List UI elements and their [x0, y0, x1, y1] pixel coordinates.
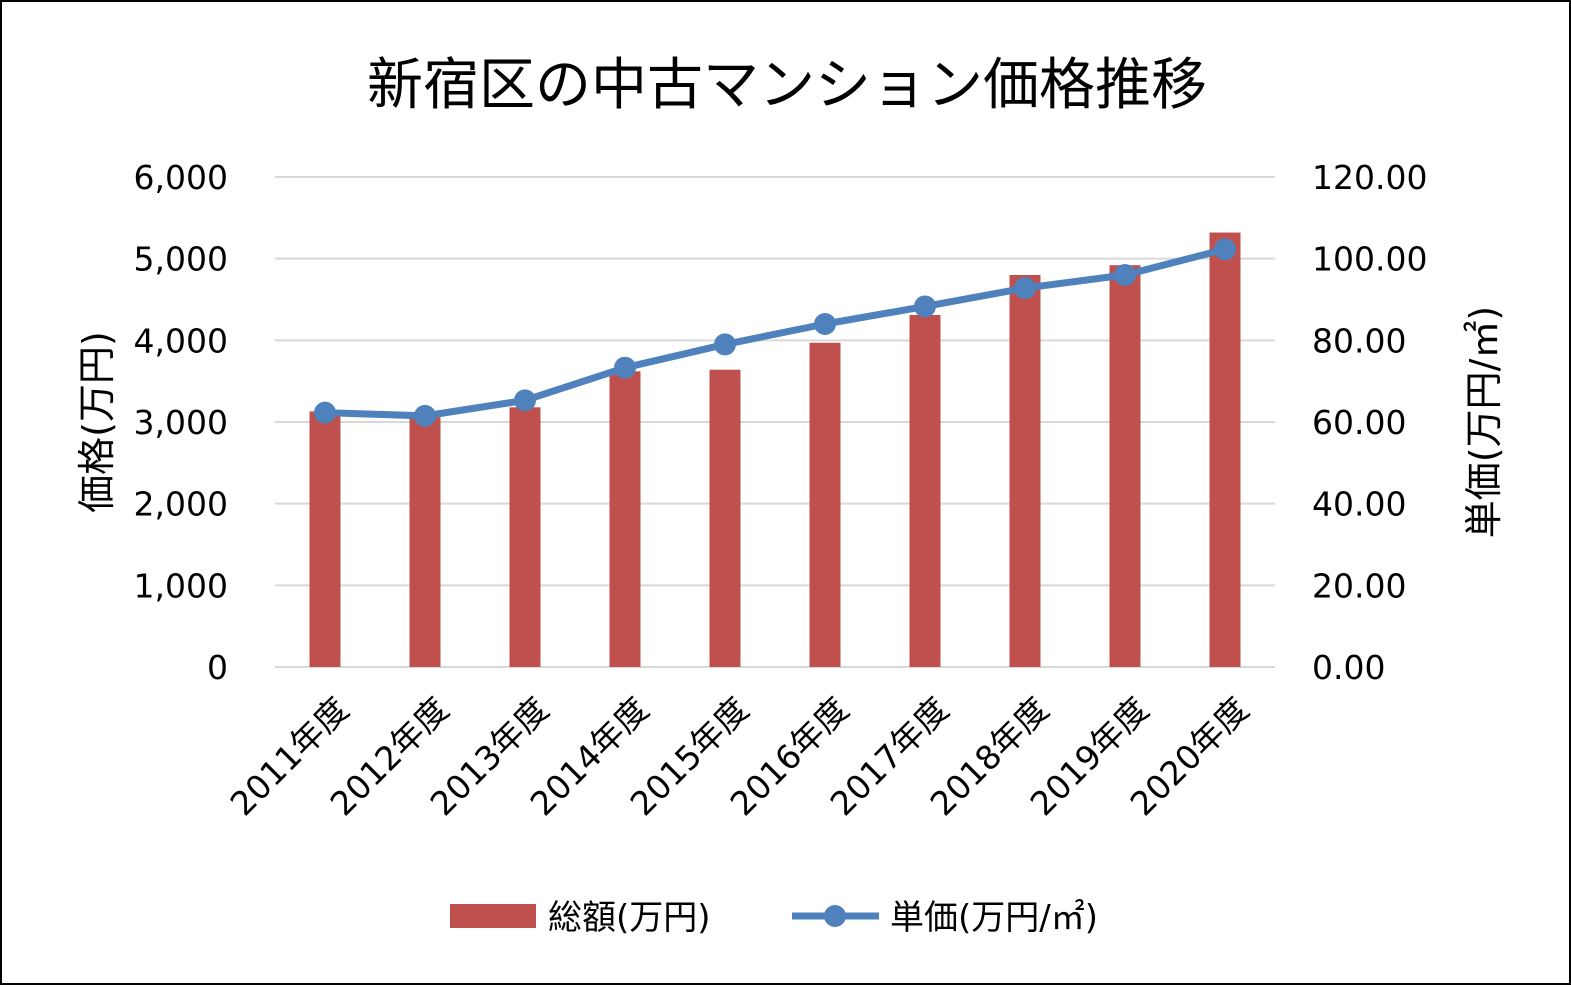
left-tick-label: 3,000 — [134, 403, 228, 442]
unit-price-point-2018年度 — [1014, 277, 1036, 300]
right-tick-label: 100.00 — [1312, 240, 1427, 279]
unit-price-point-2016年度 — [814, 313, 836, 335]
bar-2012年度 — [409, 417, 441, 667]
chart-title: 新宿区の中古マンション価格推移 — [367, 53, 1207, 118]
unit-price-point-2011年度 — [314, 401, 336, 424]
unit-price-line — [321, 245, 1229, 420]
bar-2020年度 — [1209, 232, 1241, 668]
unit-price-point-2012年度 — [414, 404, 436, 427]
left-tick-label: 1,000 — [134, 566, 228, 605]
right-tick-label: 20.00 — [1312, 566, 1406, 605]
unit-price-point-2019年度 — [1114, 264, 1136, 286]
left-tick-label: 5,000 — [134, 240, 228, 279]
unit-price-point-2013年度 — [514, 389, 536, 412]
bar-2017年度 — [909, 315, 941, 667]
left-axis-ticks: 0 1,000 2,000 3,000 4,000 5,000 6,000 — [134, 158, 228, 687]
legend-line-label: 単価(万円/㎡) — [890, 898, 1098, 938]
left-axis-title: 価格(万円) — [75, 331, 119, 513]
legend: 総額(万円) 単価(万円/㎡) — [450, 898, 1098, 938]
unit-price-point-2020年度 — [1214, 238, 1236, 261]
bar-2019年度 — [1109, 265, 1141, 667]
right-tick-label: 80.00 — [1312, 321, 1406, 360]
right-axis-ticks: 0.00 20.00 40.00 60.00 80.00 100.00 120.00 — [1312, 158, 1427, 687]
right-tick-label: 60.00 — [1312, 403, 1406, 442]
legend-bar-label: 総額(万円) — [548, 898, 711, 938]
unit-price-point-2014年度 — [614, 356, 636, 379]
bar-2011年度 — [309, 411, 341, 667]
bar-2014年度 — [609, 371, 641, 667]
bar-2018年度 — [1009, 275, 1041, 667]
unit-price-point-2017年度 — [914, 295, 936, 318]
bar-layer — [309, 232, 1241, 668]
line-layer — [314, 238, 1236, 427]
right-tick-label: 120.00 — [1312, 158, 1427, 197]
grid-layer — [275, 176, 1275, 668]
bar-2015年度 — [709, 369, 741, 667]
x-axis-ticks: 2011年度2012年度2013年度2014年度2015年度2016年度2017… — [223, 690, 1257, 824]
left-tick-label: 2,000 — [134, 485, 228, 524]
right-axis-title: 単価(万円/㎡) — [1462, 306, 1506, 538]
bar-2013年度 — [509, 407, 541, 667]
unit-price-point-2015年度 — [714, 333, 736, 356]
left-tick-label: 6,000 — [134, 158, 228, 197]
bar-2016年度 — [809, 342, 841, 667]
right-tick-label: 0.00 — [1312, 648, 1385, 687]
legend-bar-swatch — [450, 904, 536, 928]
left-tick-label: 4,000 — [134, 321, 228, 360]
right-tick-label: 40.00 — [1312, 485, 1406, 524]
left-tick-label: 0 — [207, 648, 228, 687]
legend-line-marker — [824, 905, 846, 927]
